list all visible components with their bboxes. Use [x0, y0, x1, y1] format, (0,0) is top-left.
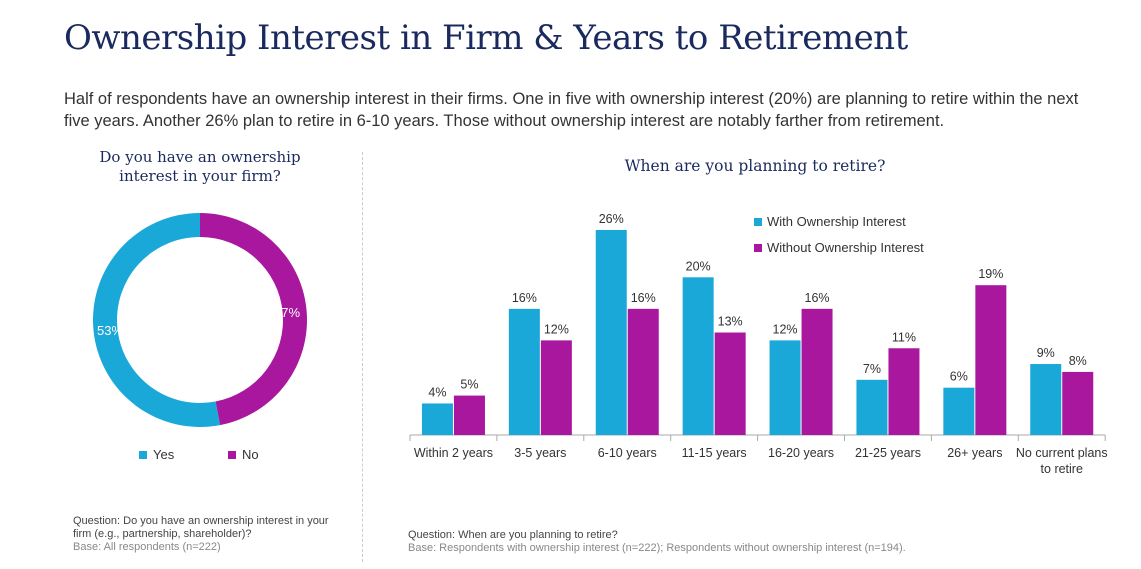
pie-legend-yes-label: Yes [153, 447, 175, 462]
bar-without-ownership-2 [627, 308, 659, 435]
pie-footnote-question: Question: Do you have an ownership inter… [73, 515, 329, 540]
bar-without-ownership-6 [975, 285, 1007, 435]
bar-with-ownership-3 [682, 277, 714, 435]
pie-legend-no-label: No [242, 447, 259, 462]
bar-data-label: 12% [544, 322, 569, 336]
bar-with-ownership-1 [508, 308, 540, 435]
bar-data-label: 9% [1037, 346, 1055, 360]
pie-footnote-base: Base: All respondents (n=222) [73, 541, 221, 553]
bar-data-label: 5% [460, 378, 478, 392]
bar-with-ownership-0 [421, 403, 453, 435]
bar-footnote-question: Question: When are you planning to retir… [408, 529, 618, 541]
bar-with-ownership-7 [1030, 364, 1062, 435]
bar-data-label: 12% [773, 322, 798, 336]
x-tick-label: No current plans [1016, 446, 1108, 460]
x-tick-label: to retire [1041, 462, 1083, 476]
bar-data-label: 19% [978, 267, 1003, 281]
bar-data-label: 16% [512, 291, 537, 305]
pie-footnote: Question: Do you have an ownership inter… [73, 515, 343, 554]
x-tick-label: 21-25 years [855, 446, 921, 460]
donut-label-no: 47% [274, 305, 301, 320]
bar-data-label: 26% [599, 212, 624, 226]
x-tick-label: 11-15 years [682, 446, 747, 460]
bar-legend-without-ownership: Without Ownership Interest [754, 240, 924, 255]
bar-data-label: 16% [805, 291, 830, 305]
bar-without-ownership-5 [888, 348, 920, 435]
legend-swatch-no [228, 450, 236, 459]
page-title: Ownership Interest in Firm & Years to Re… [64, 18, 908, 58]
bar-data-label: 20% [686, 259, 711, 273]
bar-with-ownership-6 [943, 387, 975, 435]
bar-without-ownership-1 [540, 340, 572, 435]
ownership-donut-chart [92, 213, 307, 427]
bar-legend-with-label: With Ownership Interest [767, 214, 906, 229]
bar-with-ownership-2 [595, 230, 627, 435]
pie-question-title: Do you have an ownership interest in you… [99, 148, 301, 185]
bar-data-label: 8% [1069, 354, 1087, 368]
x-tick-label: 16-20 years [768, 446, 834, 460]
bar-data-label: 7% [863, 362, 881, 376]
bar-legend-with-ownership: With Ownership Interest [754, 214, 906, 229]
x-tick-label: 3-5 years [514, 446, 566, 460]
donut-slice-yes [92, 213, 221, 427]
donut-slice-no [200, 213, 307, 426]
section-divider [362, 152, 363, 562]
x-tick-label: 6-10 years [598, 446, 657, 460]
bar-data-label: 4% [428, 385, 446, 399]
intro-text: Half of respondents have an ownership in… [64, 90, 1079, 130]
bar-data-label: 11% [892, 330, 916, 344]
bar-data-label: 16% [631, 291, 656, 305]
bar-without-ownership-4 [801, 308, 833, 435]
legend-swatch-without [754, 243, 762, 252]
bar-legend-without-label: Without Ownership Interest [767, 240, 924, 255]
pie-legend-no: No [228, 447, 259, 462]
bar-without-ownership-7 [1062, 371, 1094, 435]
bar-footnote-base: Base: Respondents with ownership interes… [408, 542, 906, 554]
bar-with-ownership-4 [769, 340, 801, 435]
bar-with-ownership-5 [856, 379, 888, 435]
legend-swatch-with [754, 217, 762, 226]
donut-label-yes: 53% [97, 323, 124, 338]
bar-question-title: When are you planning to retire? [624, 157, 886, 175]
bar-data-label: 6% [950, 370, 968, 384]
x-tick-label: Within 2 years [414, 446, 493, 460]
bar-data-label: 13% [718, 315, 743, 329]
pie-legend-yes: Yes [139, 447, 174, 462]
x-tick-label: 26+ years [947, 446, 1002, 460]
bar-without-ownership-3 [714, 332, 746, 435]
bar-footnote: Question: When are you planning to retir… [408, 529, 1108, 555]
legend-swatch-yes [139, 450, 147, 459]
bar-without-ownership-0 [453, 395, 485, 435]
